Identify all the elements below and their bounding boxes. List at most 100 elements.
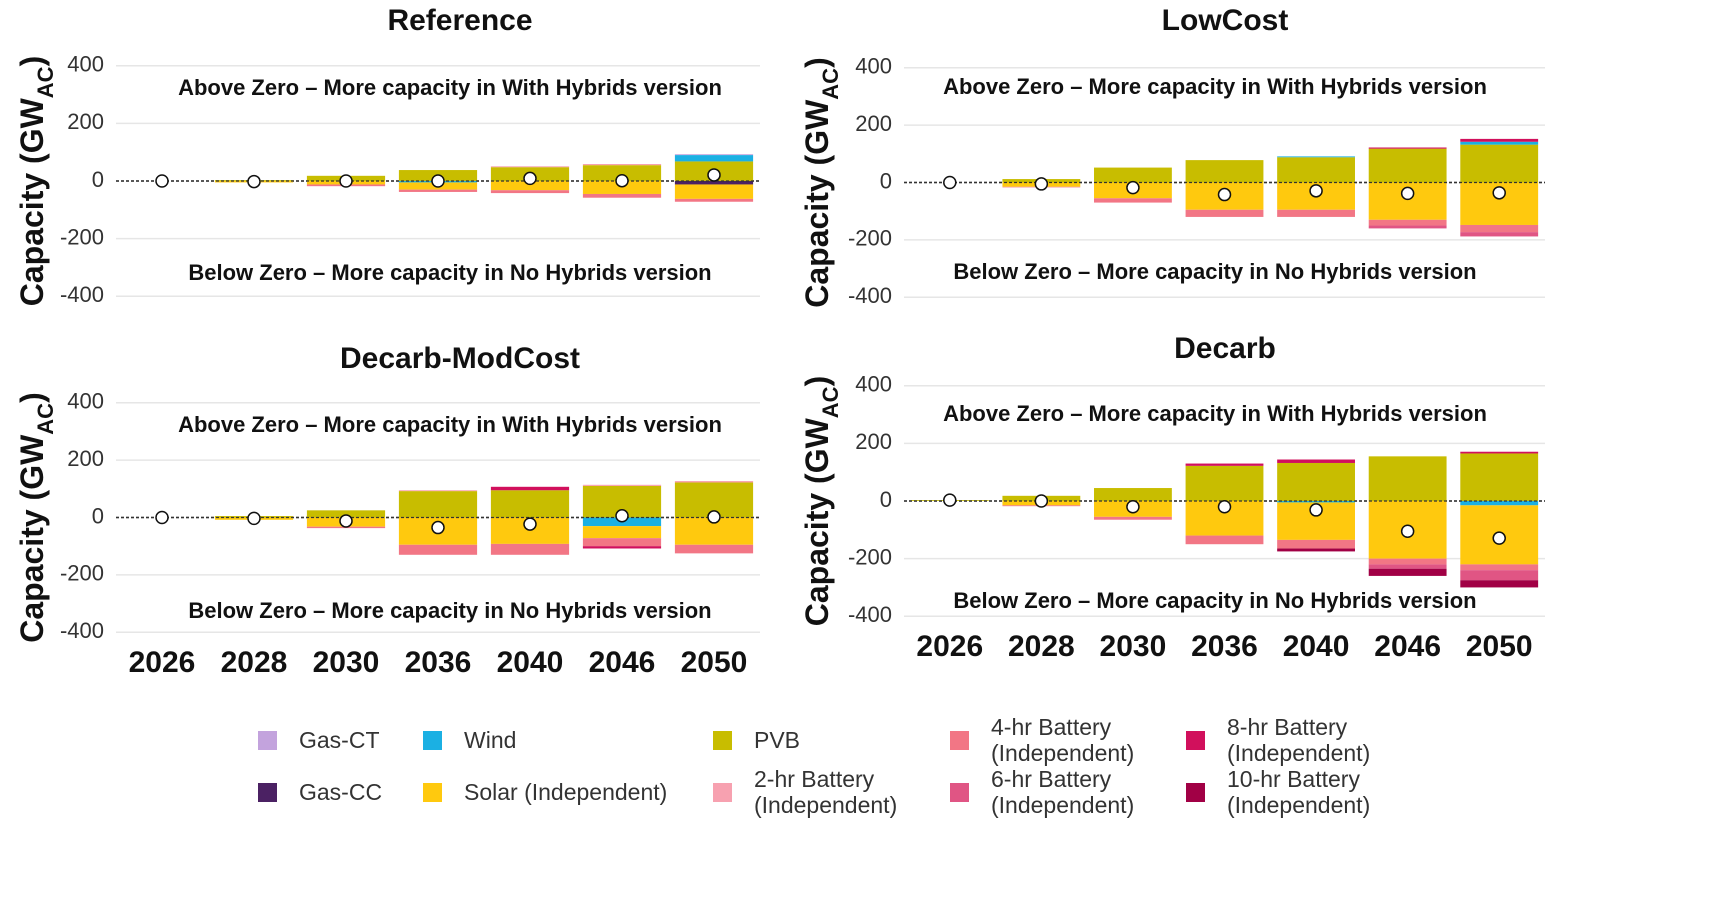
legend-item: 6-hr Battery (Independent) <box>950 764 1191 820</box>
y-tick-label: 200 <box>855 111 892 136</box>
bar-segment <box>398 544 478 555</box>
bar-segment <box>1368 225 1447 229</box>
y-tick-label: -400 <box>848 283 892 308</box>
net-point <box>339 514 353 528</box>
bar-segment <box>1460 564 1539 571</box>
bar-segment <box>582 193 662 198</box>
bar-segment <box>1185 535 1264 545</box>
y-axis-title-part: ) <box>799 376 835 387</box>
annotation: Below Zero – More capacity in No Hybrids… <box>188 598 711 623</box>
bar-segment <box>1277 459 1355 463</box>
bar-segment <box>1460 453 1539 501</box>
chart-title: Reference <box>387 4 532 37</box>
annotation: Above Zero – More capacity in With Hybri… <box>943 401 1487 426</box>
legend-item: PVB <box>713 712 954 768</box>
x-tick-label: 2046 <box>589 646 656 679</box>
bar-segment <box>674 155 754 162</box>
net-point <box>247 174 261 189</box>
y-tick-label: 400 <box>855 54 892 79</box>
y-axis-title-part: Capacity (GW <box>14 434 50 643</box>
bar-segment <box>1460 451 1539 454</box>
bar-segment <box>1368 564 1447 569</box>
net-point <box>1492 531 1506 545</box>
bar-segment <box>674 154 754 156</box>
legend-label: 6-hr Battery (Independent) <box>991 766 1135 818</box>
y-tick-label: 200 <box>855 429 892 454</box>
bar-segment <box>306 510 386 518</box>
net-point <box>1309 503 1323 517</box>
bar-segment <box>1368 558 1447 565</box>
y-axis-title-part: Capacity (GW <box>799 417 835 626</box>
legend-item: 8-hr Battery (Independent) <box>1186 712 1427 768</box>
net-point <box>431 520 445 535</box>
net-point <box>431 174 445 188</box>
legend-item: 2-hr Battery (Independent) <box>713 764 954 820</box>
y-tick-label: -200 <box>848 544 892 569</box>
y-tick-label: 200 <box>67 446 104 471</box>
bar-segment <box>1460 144 1539 183</box>
y-axis-title: Capacity (GWAC) <box>799 57 843 307</box>
legend-swatch <box>950 782 969 802</box>
bar-segment <box>674 184 754 199</box>
bar-segment <box>582 164 662 166</box>
net-point <box>155 174 169 188</box>
net-point <box>247 511 261 526</box>
y-axis-title-part: ) <box>14 56 50 67</box>
y-axis-title-part: Capacity (GW <box>799 99 835 308</box>
bar-segment <box>1277 156 1355 158</box>
net-point <box>523 171 537 186</box>
bar-segment <box>674 181 754 185</box>
net-point <box>707 168 721 182</box>
bar-segment <box>1277 539 1355 549</box>
x-tick-label: 2030 <box>1100 630 1167 663</box>
bar-segment <box>1368 148 1447 183</box>
net-point <box>1217 187 1232 202</box>
bar-segment <box>1185 465 1264 501</box>
bar-segment <box>1460 570 1539 581</box>
y-axis-title-part: AC <box>818 386 843 418</box>
legend-item: Gas-CT <box>258 712 449 768</box>
y-axis-title-part: AC <box>33 66 58 98</box>
net-point <box>1126 500 1140 514</box>
net-point <box>943 175 957 190</box>
legend-swatch <box>713 782 732 802</box>
legend-swatch <box>423 730 442 750</box>
bar-segment <box>582 484 662 486</box>
legend-label: Gas-CC <box>299 779 383 805</box>
annotation: Above Zero – More capacity in With Hybri… <box>178 75 722 100</box>
net-point <box>1400 186 1415 201</box>
y-tick-label: -200 <box>60 561 104 586</box>
y-tick-label: 0 <box>880 487 892 512</box>
legend-swatch <box>1186 730 1205 750</box>
legend-label: Wind <box>464 727 517 753</box>
annotation: Below Zero – More capacity in No Hybrids… <box>953 588 1476 613</box>
y-tick-label: 400 <box>67 389 104 414</box>
net-point <box>1034 177 1049 191</box>
y-axis-title: Capacity (GWAC) <box>14 392 58 642</box>
bar-segment <box>1094 198 1172 203</box>
y-tick-label: 0 <box>92 503 104 528</box>
x-tick-label: 2050 <box>1466 630 1533 663</box>
bar-segment <box>398 189 478 192</box>
y-axis-title-part: ) <box>14 392 50 403</box>
legend-item: Solar (Independent) <box>423 764 724 820</box>
y-tick-label: 0 <box>880 168 892 193</box>
chart-title: Decarb-ModCost <box>340 342 580 375</box>
net-point <box>1217 500 1232 514</box>
legend-label: Gas-CT <box>299 727 380 753</box>
bar-segment <box>490 190 570 194</box>
y-tick-label: 400 <box>67 52 104 77</box>
bar-segment <box>1185 463 1264 466</box>
bar-segment <box>1460 224 1539 233</box>
y-axis-title-part: AC <box>818 68 843 100</box>
bar-segment <box>674 198 754 202</box>
x-tick-label: 2046 <box>1374 630 1441 663</box>
bar-segment <box>1368 568 1447 576</box>
x-tick-label: 2036 <box>405 646 472 679</box>
bar-segment <box>1277 501 1355 503</box>
legend-item: Gas-CC <box>258 764 449 820</box>
net-point <box>1400 524 1415 538</box>
bar-segment <box>1277 209 1355 217</box>
bar-segment <box>674 481 754 483</box>
y-tick-label: -400 <box>60 618 104 643</box>
